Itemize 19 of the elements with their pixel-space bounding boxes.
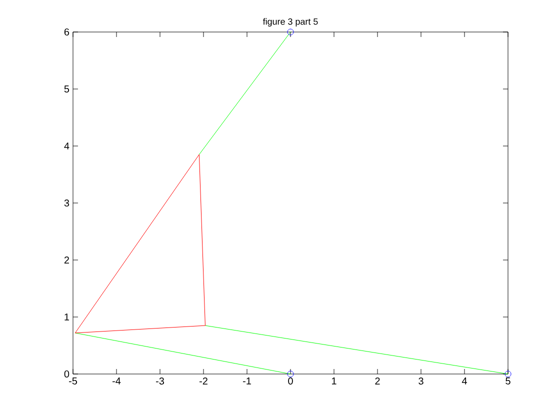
y-tick-label: 5 (64, 86, 70, 92)
y-tick-label: 1 (64, 314, 70, 320)
x-tick-label: -4 (112, 378, 121, 384)
x-tick-label: -3 (156, 378, 164, 385)
y-tick-label: 6 (64, 28, 70, 36)
x-tick-label: -1 (243, 378, 251, 384)
y-tick-label: 0 (64, 370, 70, 378)
x-tick-label: 2 (375, 378, 380, 384)
x-tick-label: 5 (506, 378, 510, 384)
x-tick-label: -5 (69, 378, 78, 384)
y-tick-label: 2 (64, 256, 69, 264)
y-tick-label: 3 (64, 199, 70, 207)
x-tick-label: 3 (418, 378, 424, 385)
x-tick-label: 4 (462, 378, 467, 384)
x-tick-label: -2 (200, 378, 208, 384)
chart-title: figure 3 part 5 (262, 18, 318, 26)
x-tick-label: 0 (288, 378, 293, 385)
y-tick-label: 4 (64, 142, 70, 150)
x-tick-label: 1 (332, 378, 336, 384)
